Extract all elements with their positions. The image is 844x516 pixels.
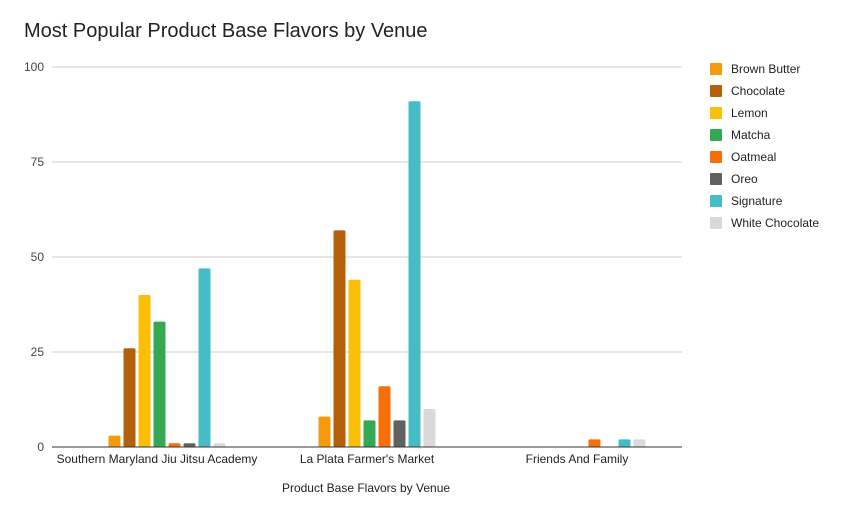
bar [588, 439, 601, 447]
legend-item: Chocolate [710, 80, 819, 102]
bar [378, 386, 391, 447]
legend-item: Oatmeal [710, 146, 819, 168]
legend-item: Brown Butter [710, 58, 819, 80]
legend-item: White Chocolate [710, 212, 819, 234]
legend-item: Signature [710, 190, 819, 212]
x-tick-label: Southern Maryland Jiu Jitsu Academy [57, 452, 258, 466]
y-tick-label: 25 [31, 345, 45, 359]
y-tick-label: 75 [31, 155, 45, 169]
x-axis-title: Product Base Flavors by Venue [281, 481, 451, 495]
legend-swatch [710, 195, 722, 207]
legend-swatch [710, 173, 722, 185]
legend-label: White Chocolate [731, 216, 820, 230]
bar [213, 443, 226, 447]
bar [318, 416, 331, 447]
legend-label: Oatmeal [731, 150, 777, 164]
x-tick-label: Friends And Family [526, 452, 629, 466]
legend-swatch [710, 63, 722, 75]
bar [633, 439, 646, 447]
legend-label: Matcha [731, 128, 771, 142]
legend-label: Signature [731, 194, 783, 208]
legend-item: Matcha [710, 124, 819, 146]
bar [393, 420, 406, 447]
x-tick-label: La Plata Farmer's Market [300, 452, 435, 466]
legend-label: Oreo [731, 172, 758, 186]
bar [168, 443, 181, 447]
y-tick-label: 0 [37, 440, 44, 454]
bar [138, 295, 151, 447]
legend-label: Chocolate [731, 84, 786, 98]
bar [618, 439, 631, 447]
legend-item: Oreo [710, 168, 819, 190]
legend-item: Lemon [710, 102, 819, 124]
legend: Brown Butter Chocolate Lemon Matcha Oatmeal O… [710, 58, 819, 234]
bar [408, 101, 421, 447]
bar [108, 435, 121, 447]
bar [123, 348, 136, 447]
legend-swatch [710, 85, 722, 97]
legend-label: Brown Butter [731, 62, 801, 76]
legend-label: Lemon [731, 106, 768, 120]
y-tick-label: 50 [31, 250, 45, 264]
legend-swatch [710, 129, 722, 141]
bar [348, 279, 361, 447]
bar [363, 420, 376, 447]
bar [153, 321, 166, 447]
bar [198, 268, 211, 447]
legend-swatch [710, 151, 722, 163]
legend-swatch [710, 107, 722, 119]
bar [333, 230, 346, 447]
bar [423, 409, 436, 447]
bar [183, 443, 196, 447]
y-tick-label: 100 [24, 60, 44, 74]
chart-title: Most Popular Product Base Flavors by Ven… [24, 20, 428, 42]
legend-swatch [710, 217, 722, 229]
